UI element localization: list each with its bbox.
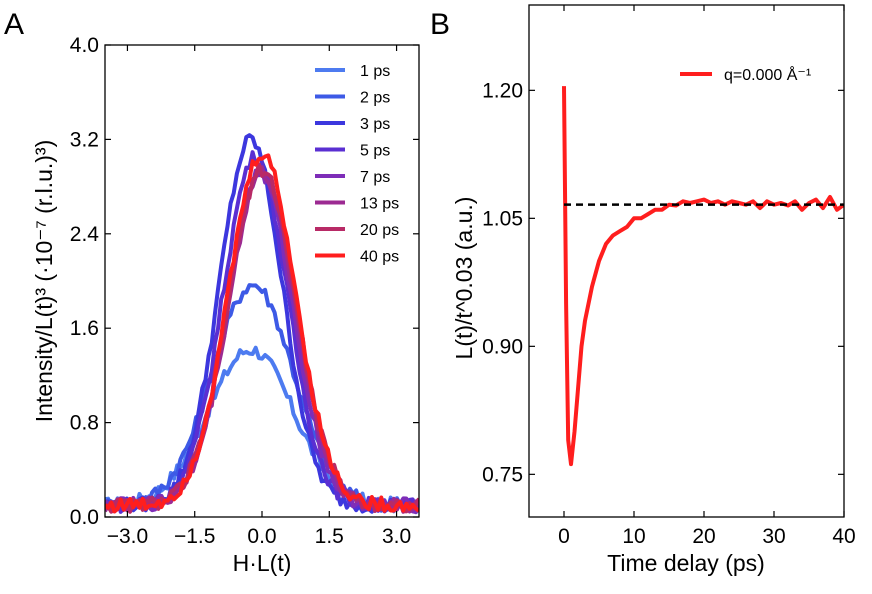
panel-a-y-tick-label: 0.8 [70,412,99,435]
series-line-3-ps [105,135,419,512]
panel-a: A −3.0 −1.5 0.0 1.5 3.0 0.0 0.8 1.6 2.4 3.2 4.0 H·… [4,8,419,576]
series-line-2-ps [105,285,419,511]
panel-b-x-tick-label: 0 [558,525,570,548]
legend-label: 5 ps [360,143,390,160]
panel-b-x-tick-label: 40 [832,525,855,548]
panel-a-legend: 1 ps 2 ps 3 ps 5 ps 7 ps 13 ps 20 ps 40 ps [315,63,399,266]
panel-a-x-tick-label: 3.0 [382,525,411,548]
panel-b-y-tick-label: 0.75 [482,463,523,486]
panel-a-x-tick-label: 0.0 [247,525,276,548]
panel-a-y-tick-label: 1.6 [70,317,99,340]
panel-b-x-label: Time delay (ps) [607,550,765,576]
legend-label: 7 ps [360,169,390,186]
panel-a-label: A [4,8,24,41]
panel-b-y-tick-label: 0.90 [482,335,523,358]
series-line-q [564,86,844,464]
panel-b-y-label: L(t)/t^0.03 (a.u.) [451,197,477,360]
series-line-1-ps [105,348,419,513]
panel-a-y-tick-label: 3.2 [70,128,99,151]
panel-b-label: B [430,8,450,41]
series-line-13-ps [105,167,419,512]
legend-label: 2 ps [360,90,390,107]
panel-b-y-tick-label: 1.20 [482,79,523,102]
legend-label: 20 ps [360,222,399,239]
legend-label: 1 ps [360,63,390,80]
panel-a-y-label: Intensity/L(t)³ (·10⁻⁷ (r.l.u.)³) [31,140,57,422]
panel-a-y-tick-label: 0.0 [70,506,99,529]
figure: A −3.0 −1.5 0.0 1.5 3.0 0.0 0.8 1.6 2.4 3.2 4.0 H·… [0,0,872,594]
panel-a-y-tick-label: 4.0 [70,34,99,57]
panel-b-y-tick-label: 1.05 [482,207,523,230]
legend-label: 40 ps [360,249,399,266]
panel-a-y-tick-label: 2.4 [70,223,100,246]
panel-b-x-tick-label: 30 [762,525,785,548]
legend-label: 13 ps [360,196,399,213]
panel-a-x-tick-label: 1.5 [315,525,344,548]
panel-b-x-tick-label: 20 [692,525,715,548]
panel-a-x-label: H·L(t) [233,550,292,576]
legend-label: q=0.000 Å⁻¹ [724,65,811,84]
panel-b: B 0 10 20 30 40 0.75 0.90 1.05 1.20 Time delay (… [430,5,856,576]
legend-label: 3 ps [360,116,390,133]
panel-b-x-tick-label: 10 [622,525,645,548]
panel-a-x-tick-label: −1.5 [174,525,215,548]
panel-b-legend: q=0.000 Å⁻¹ [680,65,811,84]
panel-a-x-tick-label: −3.0 [107,525,148,548]
series-line-20-ps [105,164,419,512]
